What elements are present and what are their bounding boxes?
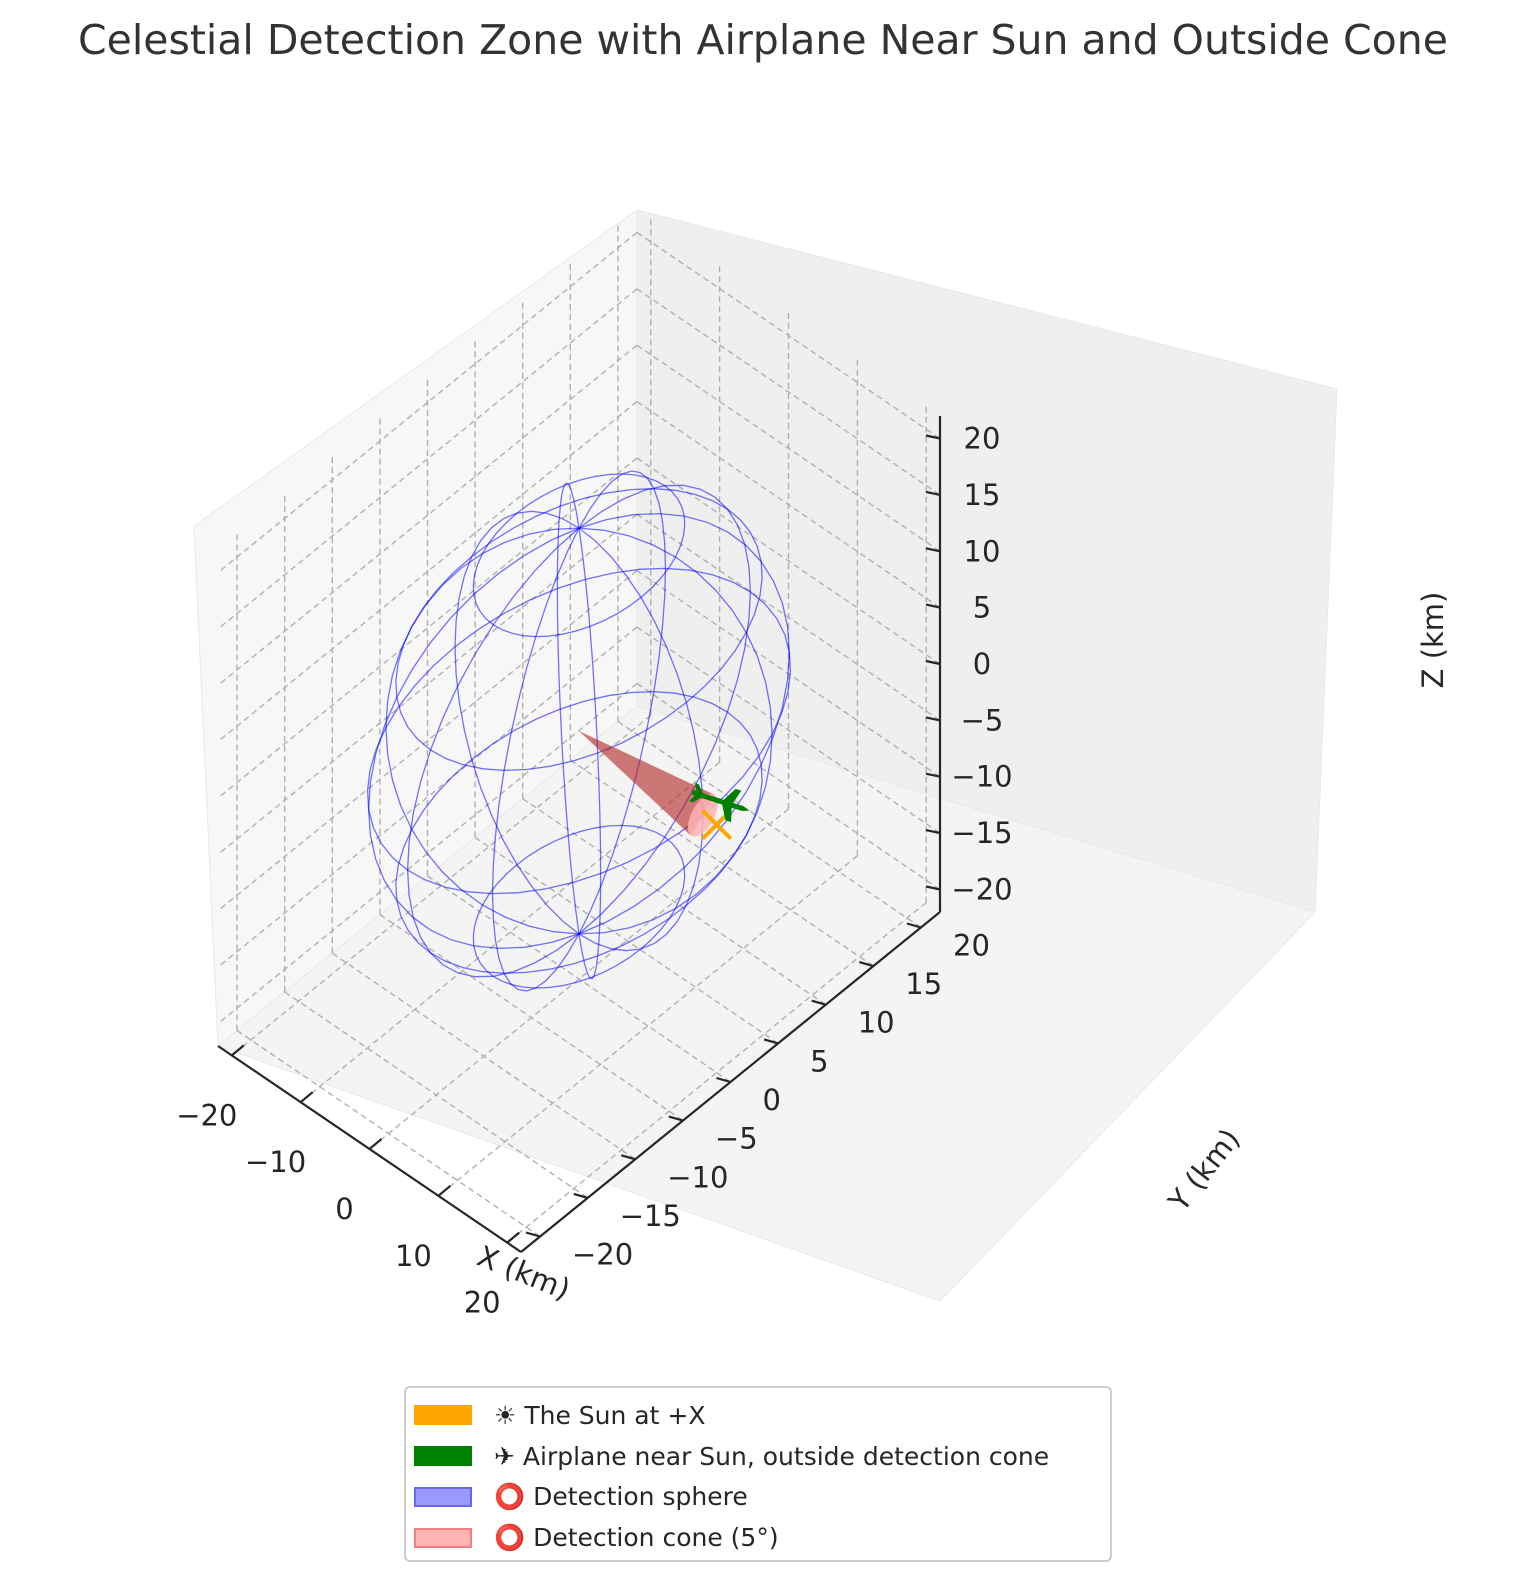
airplane-marker <box>689 783 750 823</box>
z-tick-mark <box>925 829 941 835</box>
gridline-y-floor <box>331 952 636 1160</box>
gridline-y-floor <box>236 1029 541 1238</box>
z-tick-label: 15 <box>964 478 1001 512</box>
gridline-y-floor <box>474 836 779 1044</box>
y-tick-mark <box>668 1115 684 1122</box>
gridline-y-floor <box>522 798 827 1006</box>
z-tick-label: −10 <box>951 760 1012 794</box>
z-tick-mark <box>925 885 941 891</box>
grid-lines <box>217 219 941 1244</box>
legend-item-cone: ⭕ Detection cone (5°) <box>414 1523 779 1553</box>
gridline-z-back <box>636 682 941 891</box>
gridline-z-back <box>636 626 941 834</box>
gridline-z-back <box>636 401 941 609</box>
z-tick-mark <box>925 547 941 553</box>
y-tick-mark <box>763 1038 779 1045</box>
gridline-z-back <box>636 288 941 496</box>
y-tick-label: 20 <box>953 929 990 963</box>
z-tick-mark <box>925 772 941 778</box>
x-tick-mark <box>231 1044 245 1057</box>
legend: ☀ The Sun at +X ✈ Airplane near Sun, out… <box>404 1386 1112 1562</box>
y-tick-mark <box>858 961 874 968</box>
legend-item-sphere: ⭕ Detection sphere <box>414 1482 748 1512</box>
gridline-y-floor <box>427 875 731 1083</box>
z-tick-label: 20 <box>964 422 1001 456</box>
gridline-z-back <box>636 344 941 552</box>
detection-cone-base <box>688 793 718 837</box>
airplane-shape <box>689 783 750 823</box>
legend-label-sun: ☀ The Sun at +X <box>494 1400 706 1430</box>
x-tick-label: −20 <box>176 1098 237 1132</box>
z-tick-label: −5 <box>961 703 1004 737</box>
legend-swatch-airplane <box>414 1446 472 1466</box>
legend-swatch-cone <box>414 1528 472 1548</box>
y-tick-label: 0 <box>763 1083 781 1117</box>
y-tick-mark <box>811 999 827 1006</box>
gridline-y-floor <box>284 991 589 1199</box>
x-tick-mark <box>506 1231 520 1244</box>
legend-swatch-sphere <box>414 1487 472 1507</box>
y-tick-label: −15 <box>620 1199 681 1233</box>
x-tick-label: 20 <box>464 1286 501 1320</box>
z-tick-label: 10 <box>964 534 1001 568</box>
z-tick-label: −15 <box>951 816 1012 850</box>
detection-cone-body <box>579 731 716 836</box>
x-tick-mark <box>299 1091 314 1104</box>
gridline-y-floor <box>569 759 874 967</box>
y-tick-label: 10 <box>858 1006 895 1040</box>
z-tick-mark <box>925 434 941 440</box>
chart-title: Celestial Detection Zone with Airplane N… <box>78 16 1448 64</box>
x-tick-label: 10 <box>395 1239 432 1273</box>
x-tick-mark <box>368 1138 383 1150</box>
y-tick-mark <box>620 1154 636 1161</box>
data-marks <box>366 470 792 992</box>
y-tick-label: −5 <box>715 1122 758 1156</box>
z-tick-label: 5 <box>973 591 991 625</box>
legend-label-cone: ⭕ Detection cone (5°) <box>494 1523 779 1552</box>
legend-item-airplane: ✈ Airplane near Sun, outside detection c… <box>414 1441 1049 1471</box>
y-tick-mark <box>573 1192 589 1199</box>
z-tick-label: −20 <box>951 873 1012 907</box>
y-tick-mark <box>716 1076 731 1084</box>
y-axis-label: Y (km) <box>1161 1122 1247 1218</box>
y-tick-mark <box>906 922 922 929</box>
gridline-y-floor <box>617 720 922 929</box>
legend-swatch-sun <box>414 1405 472 1425</box>
z-tick-mark <box>925 490 941 496</box>
x-tick-label: 0 <box>335 1192 353 1226</box>
gridline-z-back <box>636 231 941 440</box>
legend-label-airplane: ✈ Airplane near Sun, outside detection c… <box>494 1441 1050 1471</box>
z-tick-mark <box>925 659 941 666</box>
z-tick-mark <box>925 716 941 722</box>
y-tick-label: −20 <box>572 1238 633 1272</box>
x-tick-label: −10 <box>245 1145 306 1179</box>
y-tick-mark <box>525 1231 541 1238</box>
y-tick-label: 15 <box>905 967 942 1001</box>
x-tick-mark <box>437 1184 452 1197</box>
axes: −20−1001020−20−15−10−505101520−20−15−10−… <box>176 416 1013 1320</box>
legend-item-sun: ☀ The Sun at +X <box>414 1400 705 1430</box>
gridline-z-back <box>636 513 941 721</box>
y-tick-label: −10 <box>667 1160 728 1194</box>
z-axis-label: Z (km) <box>1416 592 1450 689</box>
y-tick-label: 5 <box>810 1044 828 1078</box>
z-tick-mark <box>925 603 941 609</box>
sphere-longitude-line <box>556 482 602 980</box>
legend-label-sphere: ⭕ Detection sphere <box>494 1482 748 1511</box>
gridline-y-floor <box>379 914 684 1122</box>
z-tick-label: 0 <box>973 647 991 681</box>
